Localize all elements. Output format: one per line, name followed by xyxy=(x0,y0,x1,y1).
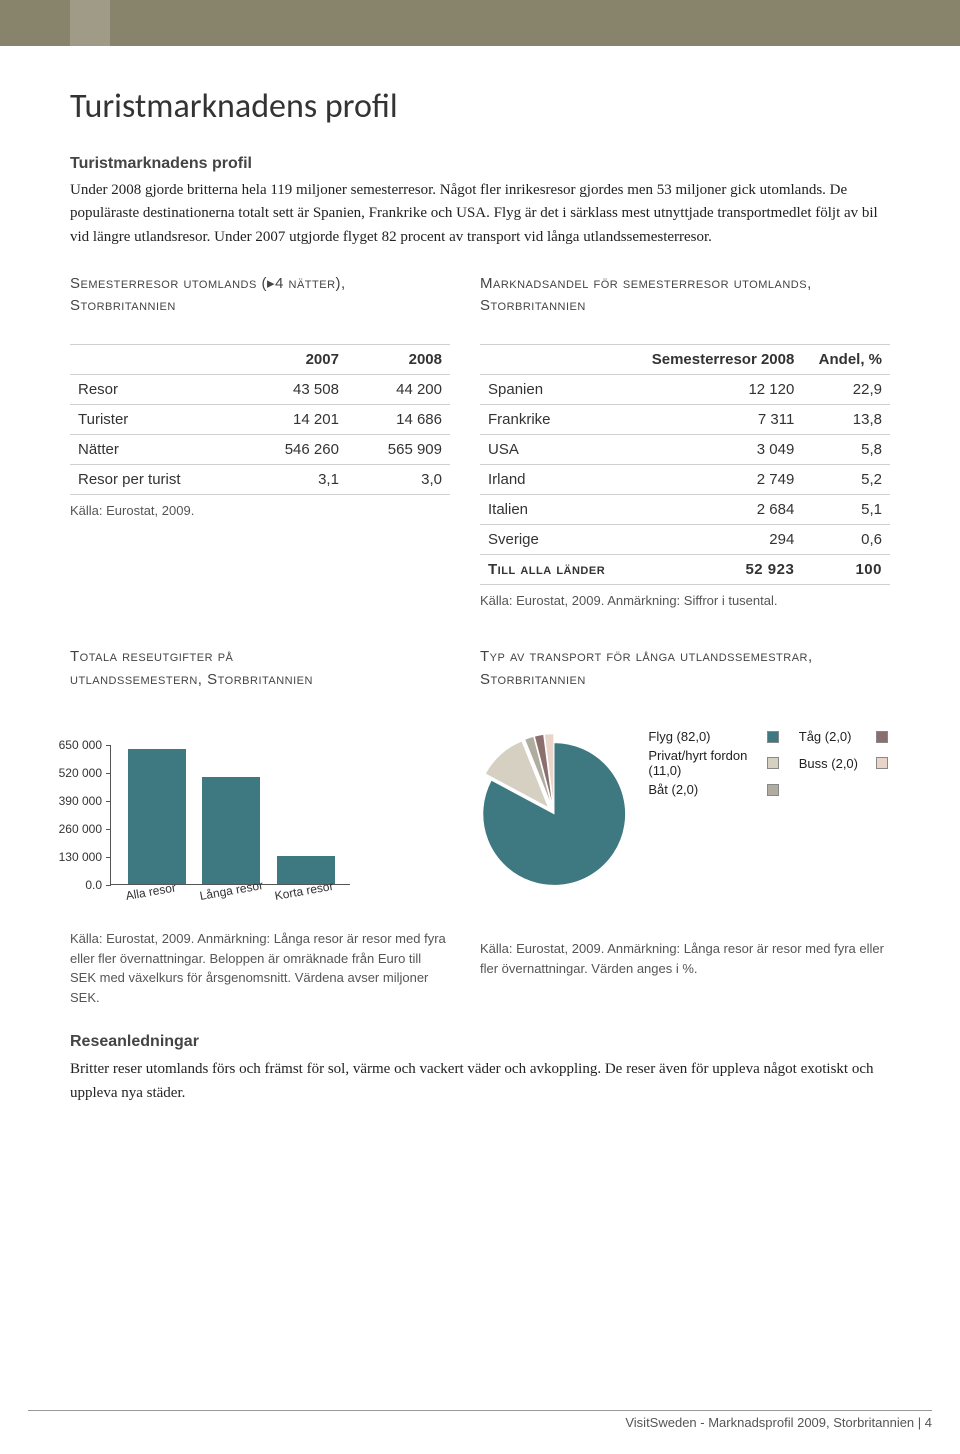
table2-title-l1: Marknadsandel för semesterresor utomland… xyxy=(480,275,812,292)
table-cell: Spanien xyxy=(480,374,627,404)
table-cell: 2 749 xyxy=(627,464,802,494)
y-axis-label: 130 000 xyxy=(59,850,102,864)
barchart-title-l1: Totala reseutgifter på xyxy=(70,648,233,665)
pie-chart xyxy=(480,729,628,899)
legend-label: Buss (2,0) xyxy=(799,756,858,771)
table1-source: Källa: Eurostat, 2009. xyxy=(70,501,450,521)
legend-swatch xyxy=(876,731,888,743)
table2-header: Semesterresor 2008 xyxy=(627,344,802,374)
reasons-text: Britter reser utomlands förs och främst … xyxy=(70,1057,890,1105)
y-axis-label: 0.0 xyxy=(85,878,102,892)
table-cell: Resor xyxy=(70,374,244,404)
piechart-source: Källa: Eurostat, 2009. Anmärkning: Långa… xyxy=(480,939,890,978)
table-cell: 22,9 xyxy=(802,374,890,404)
table-cell: 14 201 xyxy=(244,404,347,434)
legend-swatch xyxy=(767,731,779,743)
table2: Semesterresor 2008Andel, % Spanien12 120… xyxy=(480,344,890,585)
table-cell: 0,6 xyxy=(802,524,890,554)
table-cell: USA xyxy=(480,434,627,464)
table2-header xyxy=(480,344,627,374)
legend-label: Privat/hyrt fordon (11,0) xyxy=(648,748,748,778)
bar xyxy=(128,749,186,885)
table-cell: 43 508 xyxy=(244,374,347,404)
table-cell: 44 200 xyxy=(347,374,450,404)
table1-title: Semesterresor utomlands (▸4 nätter), Sto… xyxy=(70,273,450,318)
table-cell: 7 311 xyxy=(627,404,802,434)
section-subhead: Turistmarknadens profil xyxy=(70,155,890,173)
page-footer: VisitSweden - Marknadsprofil 2009, Storb… xyxy=(28,1410,932,1430)
table-cell: 2 684 xyxy=(627,494,802,524)
table-cell: 52 923 xyxy=(627,554,802,584)
table-cell: 5,2 xyxy=(802,464,890,494)
table-cell: Frankrike xyxy=(480,404,627,434)
table-cell: Turister xyxy=(70,404,244,434)
barchart-source: Källa: Eurostat, 2009. Anmärkning: Långa… xyxy=(70,929,450,1007)
bar-chart: 0.0130 000260 000390 000520 000650 000 A… xyxy=(34,745,374,905)
table-cell: 100 xyxy=(802,554,890,584)
barchart-title: Totala reseutgifter på utlandssemestern,… xyxy=(70,646,450,691)
legend-swatch xyxy=(767,757,779,769)
y-axis-label: 520 000 xyxy=(59,766,102,780)
table-row: Spanien12 12022,9 xyxy=(480,374,890,404)
table1-header: 2008 xyxy=(347,344,450,374)
header-band xyxy=(0,0,960,46)
table-row: Frankrike7 31113,8 xyxy=(480,404,890,434)
table-cell: Till alla länder xyxy=(480,554,627,584)
legend-label: Båt (2,0) xyxy=(648,782,748,797)
piechart-title: Typ av transport för långa utlandssemest… xyxy=(480,646,890,691)
table-cell: 14 686 xyxy=(347,404,450,434)
table2-title-l2: Storbritannien xyxy=(480,297,586,314)
table-cell: 5,1 xyxy=(802,494,890,524)
table-cell: 546 260 xyxy=(244,434,347,464)
legend-label: Tåg (2,0) xyxy=(799,729,858,744)
table1-header: 2007 xyxy=(244,344,347,374)
page-title: Turistmarknadens profil xyxy=(70,86,890,127)
table1: 20072008 Resor43 50844 200Turister14 201… xyxy=(70,344,450,495)
table-cell: 3 049 xyxy=(627,434,802,464)
table2-source: Källa: Eurostat, 2009. Anmärkning: Siffr… xyxy=(480,591,890,611)
table-cell: 12 120 xyxy=(627,374,802,404)
table-row: Turister14 20114 686 xyxy=(70,404,450,434)
page-content: Turistmarknadens profil Turistmarknadens… xyxy=(0,46,960,1105)
table-cell: 3,1 xyxy=(244,464,347,494)
table-row: Sverige2940,6 xyxy=(480,524,890,554)
legend-swatch xyxy=(876,757,888,769)
legend-swatch xyxy=(767,784,779,796)
intro-paragraph: Under 2008 gjorde britterna hela 119 mil… xyxy=(70,179,890,249)
header-accent xyxy=(70,0,110,46)
table-row: Nätter546 260565 909 xyxy=(70,434,450,464)
table2-title: Marknadsandel för semesterresor utomland… xyxy=(480,273,890,318)
legend-label: Flyg (82,0) xyxy=(648,729,748,744)
table-cell: 13,8 xyxy=(802,404,890,434)
reasons-heading: Reseanledningar xyxy=(70,1033,890,1051)
y-axis-label: 650 000 xyxy=(59,738,102,752)
table1-title-l1: Semesterresor utomlands (▸4 nätter), xyxy=(70,275,346,292)
pie-legend: Flyg (82,0) Tåg (2,0) Privat/hyrt fordon (… xyxy=(648,729,890,797)
table-cell: 5,8 xyxy=(802,434,890,464)
table-row: Resor per turist3,13,0 xyxy=(70,464,450,494)
table-cell: 3,0 xyxy=(347,464,450,494)
table-cell: Nätter xyxy=(70,434,244,464)
table1-title-l2: Storbritannien xyxy=(70,297,176,314)
table2-header: Andel, % xyxy=(802,344,890,374)
table1-header xyxy=(70,344,244,374)
table-cell: Italien xyxy=(480,494,627,524)
barchart-title-l2: utlandssemestern, Storbritannien xyxy=(70,671,313,688)
table-row: Irland2 7495,2 xyxy=(480,464,890,494)
table-row: Resor43 50844 200 xyxy=(70,374,450,404)
table-cell: Irland xyxy=(480,464,627,494)
bar xyxy=(202,777,260,885)
table2-footer-row: Till alla länder52 923100 xyxy=(480,554,890,584)
table-row: Italien2 6845,1 xyxy=(480,494,890,524)
table-cell: Sverige xyxy=(480,524,627,554)
table-cell: 565 909 xyxy=(347,434,450,464)
table-cell: Resor per turist xyxy=(70,464,244,494)
y-axis-label: 390 000 xyxy=(59,794,102,808)
y-axis-label: 260 000 xyxy=(59,822,102,836)
table-cell: 294 xyxy=(627,524,802,554)
table-row: USA3 0495,8 xyxy=(480,434,890,464)
